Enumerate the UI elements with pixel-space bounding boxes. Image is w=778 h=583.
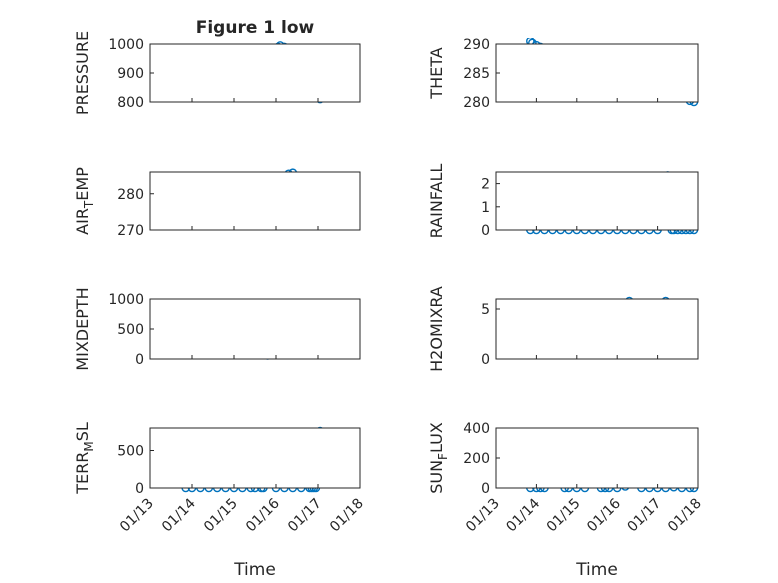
y-tick-label: 0 (135, 481, 144, 497)
y-tick-label: 500 (117, 444, 144, 460)
subplot-2: 280 285 290 THETA (427, 37, 699, 111)
subplot-title: Figure 1 low (196, 18, 315, 38)
subplot-4: 0 1 2 RAINFALL (427, 164, 699, 239)
y-axis-label: THETA (427, 47, 446, 99)
subplot-1: 800 900 1000 PRESSURE Figure 1 low (73, 18, 361, 115)
y-tick-label: 1 (481, 200, 490, 216)
y-axis-label: AIRTEMP (73, 167, 96, 235)
y-axis-label: TERRMSL (73, 422, 96, 495)
axes-box (149, 298, 361, 360)
y-tick-label: 500 (117, 322, 144, 338)
y-axis-label: MIXDEPTH (73, 287, 92, 370)
y-tick-label: 1000 (108, 292, 144, 308)
y-tick-label: 0 (481, 352, 490, 368)
y-tick-label: 1000 (108, 37, 144, 53)
y-axis-label: PRESSURE (73, 31, 92, 115)
subplot-3: 270 280 AIRTEMP (73, 167, 361, 239)
axes-box (495, 43, 699, 103)
y-tick-label: 270 (117, 223, 144, 239)
x-axis-label: Time (575, 560, 618, 580)
axes-box (149, 171, 361, 231)
y-axis-label: SUNFLUX (427, 422, 450, 494)
y-tick-label: 800 (117, 95, 144, 111)
y-tick-label: 280 (463, 95, 490, 111)
axes-box (149, 43, 361, 103)
y-tick-label: 280 (117, 187, 144, 203)
subplot-5: 0 500 1000 MIXDEPTH (73, 287, 361, 371)
axes-box (149, 427, 361, 489)
axes-box (495, 427, 699, 489)
y-tick-label: 400 (463, 421, 490, 437)
subplot-6: 0 5 H2OMIXRA (427, 286, 699, 372)
y-tick-label: 290 (463, 37, 490, 53)
axes-box (495, 171, 699, 231)
y-tick-label: 900 (117, 66, 144, 82)
x-axis-label: Time (233, 560, 276, 580)
y-tick-label: 5 (481, 302, 490, 318)
y-tick-label: 0 (135, 352, 144, 368)
y-axis-label: RAINFALL (427, 164, 446, 239)
y-tick-label: 200 (463, 451, 490, 467)
y-tick-label: 2 (481, 177, 490, 193)
axes-box (495, 298, 699, 360)
y-axis-label: H2OMIXRA (427, 286, 446, 372)
y-tick-label: 0 (481, 223, 490, 239)
y-tick-label: 0 (481, 481, 490, 497)
y-tick-label: 285 (463, 66, 490, 82)
